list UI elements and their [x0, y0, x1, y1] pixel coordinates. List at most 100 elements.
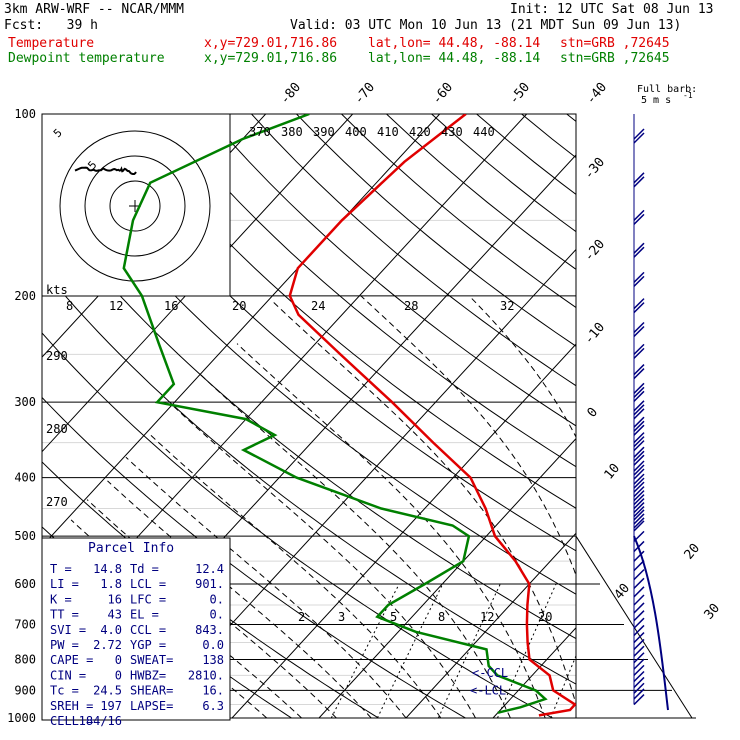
pressure-label-800: 800 [14, 652, 36, 666]
temperature-station: stn=GRB ,72645 [560, 36, 670, 51]
wind-barb [633, 416, 645, 428]
wind-barb [633, 404, 645, 416]
pressure-label-300: 300 [14, 395, 36, 409]
isotherm [42, 114, 354, 453]
wind-barb [633, 506, 645, 518]
dry-adiabat [657, 114, 740, 718]
wind-barb [633, 432, 645, 444]
wind-barb [633, 490, 645, 502]
barb-legend-unit: -1 [683, 91, 693, 100]
parcel-left-label: CIN = [50, 668, 86, 682]
isotherm-label--50: -50 [507, 80, 534, 108]
parcel-left-value: 0 [115, 653, 122, 667]
wind-barb [633, 520, 645, 532]
parcel-right-label: SHEAR= [130, 684, 173, 698]
wind-barb [633, 420, 645, 432]
moist-adiabat [150, 434, 442, 718]
isotherm [580, 114, 740, 718]
theta-label-400: 400 [345, 125, 367, 139]
parcel-info-box [41, 537, 231, 721]
theta-label-430: 430 [441, 125, 463, 139]
dry-adiabat [42, 267, 576, 685]
wind-barb [633, 275, 645, 287]
wind-barb [633, 347, 645, 359]
wind-barb [633, 602, 645, 614]
dewpoint-xy: x,y=729.01,716.86 [204, 51, 338, 66]
parcel-right-label: Td = [130, 562, 159, 576]
parcel-right-label: LCL = [130, 577, 166, 591]
parcel-right-value: 0. [210, 592, 224, 606]
theta-label-440: 440 [473, 125, 495, 139]
dewpoint-station: stn=GRB ,72645 [560, 51, 670, 66]
dry-adiabat [251, 114, 576, 387]
parcel-left-value: 4.0 [100, 623, 122, 637]
wind-barb [633, 517, 645, 529]
isotherm-label-right-10: 10 [602, 461, 624, 483]
dry-adiabat [42, 332, 553, 718]
theta-label-410: 410 [377, 125, 399, 139]
dewpoint-legend: Dewpoint temperature [8, 51, 165, 66]
mixing-ratio-line [550, 654, 576, 718]
mixing-ratio-line [621, 584, 672, 718]
pressure-label-200: 200 [14, 289, 36, 303]
temperature-profile [288, 114, 576, 717]
wind-barb [633, 624, 645, 636]
parcel-left-value: 184/16 [79, 714, 122, 728]
wind-barb [633, 454, 645, 466]
isotherm [0, 114, 5, 718]
dewpoint-latlon: lat,lon= 44.48, -88.14 [368, 51, 541, 66]
mixing-ratio-label-20: 20 [538, 610, 552, 624]
parcel-right-value: 138 [202, 653, 224, 667]
barb-legend-title: Full barb: [637, 84, 697, 95]
theta-left-label-270: 270 [46, 495, 68, 509]
wind-barb [633, 132, 645, 144]
parcel-right-label: HWBZ= [130, 668, 166, 682]
near-surface-barbs [633, 535, 669, 711]
wind-barb [633, 271, 645, 283]
isotherm-label-right--20: -20 [582, 237, 609, 265]
parcel-left-label: CAPE = [50, 653, 93, 667]
mixing-ratio-line [437, 583, 501, 718]
mixing-ratio-label-12: 12 [480, 610, 494, 624]
wind-barb [633, 494, 645, 506]
theta-left-label-280: 280 [46, 422, 68, 436]
moist-adiabat [677, 296, 719, 718]
wind-barb [633, 477, 645, 489]
model-title: 3km ARW-WRF -- NCAR/MMM [4, 2, 185, 17]
wind-barb [633, 382, 645, 394]
isotherm [144, 248, 576, 718]
hodo-speed-label-32: 32 [500, 299, 514, 313]
moist-adiabat [580, 296, 684, 718]
wind-barb [633, 610, 645, 622]
parcel-left-value: 16 [108, 592, 122, 606]
wind-barb [633, 325, 645, 338]
wind-barb [633, 658, 645, 670]
dry-adiabat [42, 202, 576, 640]
dewpoint-profile [122, 114, 548, 714]
mixing-ratio-label-8: 8 [438, 610, 445, 624]
wind-barb [633, 468, 645, 480]
wind-barb [633, 638, 645, 650]
dry-adiabat [476, 114, 576, 195]
parcel-right-value: 0.0 [202, 638, 224, 652]
parcel-right-value: 843. [195, 623, 224, 637]
hodograph-ring [109, 180, 161, 232]
wind-barb [633, 670, 645, 682]
wind-barb [633, 424, 645, 436]
theta-left-label-290: 290 [46, 349, 68, 363]
parcel-left-label: TT = [50, 608, 79, 622]
wind-barb [633, 364, 645, 376]
theta-label-370: 370 [249, 125, 271, 139]
hodograph-ring [59, 130, 211, 282]
hodo-speed-label-28: 28 [404, 299, 418, 313]
moist-adiabat [125, 456, 407, 718]
barb-panel-edge [575, 535, 693, 719]
pressure-label-900: 900 [14, 683, 36, 697]
parcel-info-title: Parcel Info [88, 541, 174, 556]
wind-barb [633, 560, 645, 572]
parcel-left-value: 0 [115, 668, 122, 682]
pressure-label-700: 700 [14, 617, 36, 631]
wind-barb [633, 502, 645, 514]
temperature-legend: Temperature [8, 36, 95, 51]
